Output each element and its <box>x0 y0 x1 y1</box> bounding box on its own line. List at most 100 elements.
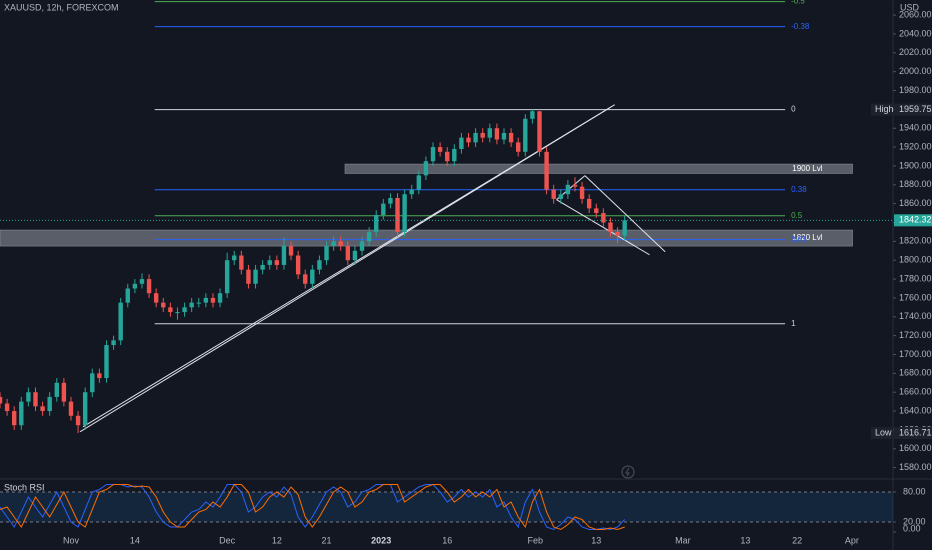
candle-body <box>494 128 500 140</box>
y-tick-label: 1800.00 <box>899 255 932 265</box>
y-tick-label: 1660.00 <box>899 387 932 397</box>
candle-body <box>416 175 422 190</box>
x-tick-label: 14 <box>130 535 140 545</box>
y-tick-label: 1720.00 <box>899 330 932 340</box>
candle-body <box>210 297 216 303</box>
candle-body <box>11 411 17 426</box>
candle-body <box>338 241 343 247</box>
candle-body <box>168 307 173 313</box>
lightning-icon <box>621 465 635 479</box>
candle-body <box>260 264 265 270</box>
candle-body <box>388 197 393 204</box>
candle-body <box>395 197 400 232</box>
candle-body <box>317 260 322 270</box>
candle-body <box>40 406 45 412</box>
y-tick-label: 2020.00 <box>899 47 932 57</box>
candle-body <box>423 161 429 176</box>
candle-body <box>232 255 237 261</box>
x-tick-label: Dec <box>219 535 236 545</box>
candle-body <box>501 132 507 140</box>
candle-body <box>523 118 528 152</box>
x-tick-label: Apr <box>845 535 859 545</box>
y-tick-label: 2040.00 <box>899 28 932 38</box>
y-tick-label: 1760.00 <box>899 292 932 302</box>
candle-body <box>47 396 52 412</box>
zone-label: 1900 Lvl <box>792 164 822 173</box>
low-value: 1616.71 <box>899 427 932 437</box>
candle-body <box>175 312 180 314</box>
candle-body <box>267 260 272 265</box>
candle-body <box>558 194 563 199</box>
candle-body <box>253 269 258 284</box>
x-tick-label: 13 <box>591 535 601 545</box>
level-zone <box>344 163 853 174</box>
symbol-title: XAUUSD, 12h, FOREXCOM <box>4 2 119 12</box>
trendline <box>82 107 611 428</box>
candle-body <box>153 293 159 303</box>
candle-body <box>331 241 336 247</box>
candle-body <box>345 246 351 261</box>
candle-body <box>189 302 194 308</box>
candle-body <box>104 345 109 379</box>
x-tick-label: Nov <box>63 535 80 545</box>
y-tick-label: 1780.00 <box>899 273 932 283</box>
candle-body <box>324 246 329 261</box>
candle-body <box>565 184 571 195</box>
candle-body <box>530 111 535 119</box>
x-tick-label: 2023 <box>371 535 391 545</box>
candle-body <box>402 194 407 232</box>
zone-label: 1820 Lvl <box>792 233 822 242</box>
low-caption: Low <box>875 427 892 437</box>
candle-body <box>61 382 67 402</box>
candle-body <box>288 246 294 256</box>
high-value-badge <box>894 103 932 116</box>
y-tick-label: 1900.00 <box>899 160 932 170</box>
candle-body <box>4 403 10 412</box>
candle-body <box>75 415 81 426</box>
stoch-band <box>0 492 893 522</box>
candle-body <box>132 283 138 289</box>
candle-body <box>381 203 386 215</box>
last-price-label: 1842.32 <box>899 215 932 225</box>
candle-body <box>97 373 102 379</box>
fib-label: 1 <box>791 319 796 328</box>
fib-label: 0.61 <box>791 235 807 244</box>
candle-body <box>310 269 315 284</box>
currency: USD <box>900 2 920 12</box>
candle-body <box>33 392 38 407</box>
candle-body <box>54 382 59 397</box>
candle-body <box>544 151 549 190</box>
candle-body <box>594 208 599 214</box>
fib-label: 0 <box>791 105 796 114</box>
candle-body <box>82 392 88 426</box>
candle-body <box>487 128 493 138</box>
y-tick-label: 1860.00 <box>899 198 932 208</box>
candle-body <box>68 401 74 416</box>
candle-body <box>608 222 613 232</box>
candle-body <box>239 255 244 270</box>
x-tick-label: 16 <box>442 535 452 545</box>
candle-body <box>118 302 123 341</box>
high-caption: High <box>875 104 894 114</box>
candle-body <box>586 198 592 209</box>
candle-body <box>452 148 457 162</box>
candle-body <box>572 184 578 187</box>
candle-body <box>409 189 414 195</box>
y-tick-label: 1640.00 <box>899 405 932 415</box>
x-tick-label: 21 <box>322 535 332 545</box>
fib-label: 0.5 <box>791 211 803 220</box>
y-tick-label: 80.00 <box>903 486 926 496</box>
high-badge <box>871 103 893 116</box>
candle-body <box>161 302 166 308</box>
candle-body <box>459 137 464 149</box>
candle-body <box>466 137 471 143</box>
candle-body <box>480 132 485 138</box>
x-tick-label: 12 <box>272 535 282 545</box>
y-tick-label: 1940.00 <box>899 123 932 133</box>
x-tick-label: Mar <box>675 535 691 545</box>
fib-label: -0.38 <box>791 22 810 31</box>
y-tick-label: 2000.00 <box>899 66 932 76</box>
x-tick-label: Feb <box>527 535 543 545</box>
indicator-title: Stoch RSI <box>4 482 45 492</box>
